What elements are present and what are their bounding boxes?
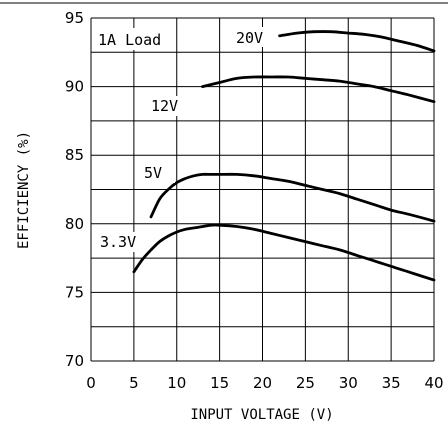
series-line-20v [278, 30, 436, 53]
x-tick-label: 30 [339, 374, 358, 392]
x-tick-label: 0 [86, 374, 96, 392]
x-axis-label: INPUT VOLTAGE (V) [190, 407, 333, 423]
series-line-12v [201, 75, 436, 104]
series-label-bg-3v3 [97, 232, 147, 252]
series-label-5v: 5V [144, 164, 162, 182]
series-curves [132, 30, 436, 282]
series-label-20v: 20V [236, 29, 263, 47]
y-tick-label: 85 [65, 146, 84, 164]
y-axis-label: EFFICIENCY (%) [16, 131, 32, 249]
series-line-5v [149, 172, 436, 223]
series-label-bg-12v [148, 96, 196, 116]
x-tick-label: 15 [210, 374, 229, 392]
load-annotation-bg [95, 28, 171, 50]
series-label-3v3: 3.3V [100, 233, 136, 251]
x-tick-label: 10 [167, 374, 186, 392]
x-tick-label: 25 [296, 374, 315, 392]
grid [0, 2, 448, 362]
y-tick-label: 80 [65, 215, 84, 233]
x-tick-label: 40 [424, 374, 443, 392]
x-tick-label: 20 [253, 374, 272, 392]
x-tick-label: 5 [129, 374, 139, 392]
y-tick-label: 90 [65, 78, 84, 96]
y-tick-label: 70 [65, 352, 84, 370]
series-label-12v: 12V [151, 97, 178, 115]
y-tick-label: 95 [65, 9, 84, 27]
tick-labels: 0 5 10 15 20 25 30 35 40 70 75 80 85 90 95 [65, 9, 444, 392]
series-line-3v3v [132, 223, 436, 282]
x-tick-label: 35 [382, 374, 401, 392]
series-label-bg-20v [233, 27, 273, 47]
y-tick-label: 75 [65, 283, 84, 301]
load-annotation: 1A Load [98, 31, 161, 49]
series-label-bg-5v [141, 163, 175, 183]
